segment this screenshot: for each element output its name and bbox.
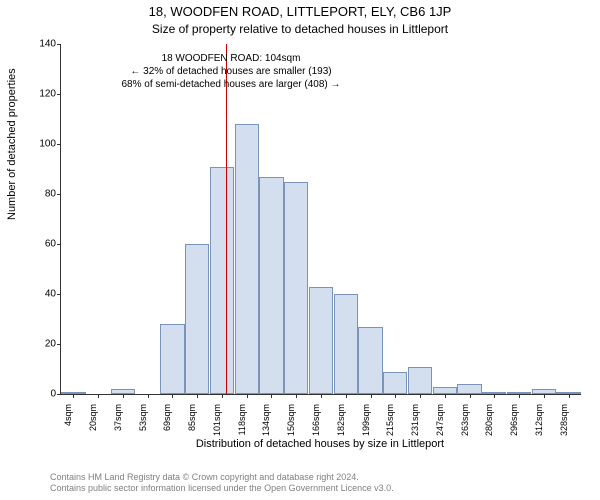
histogram-bar (358, 327, 382, 395)
chart-title-main: 18, WOODFEN ROAD, LITTLEPORT, ELY, CB6 1… (0, 4, 600, 19)
footer-attribution: Contains HM Land Registry data © Crown c… (50, 472, 394, 494)
y-tick-mark (57, 344, 61, 345)
x-tick-label: 20sqm (88, 404, 98, 444)
x-tick-label: 118sqm (237, 404, 247, 444)
x-tick-label: 53sqm (138, 404, 148, 444)
histogram-bar (185, 244, 209, 394)
x-tick-label: 199sqm (361, 404, 371, 444)
x-tick-mark (271, 394, 272, 398)
footer-line-2: Contains public sector information licen… (50, 483, 394, 494)
x-tick-mark (544, 394, 545, 398)
x-tick-mark (296, 394, 297, 398)
histogram-bar (284, 182, 308, 395)
x-tick-label: 280sqm (484, 404, 494, 444)
x-tick-label: 134sqm (261, 404, 271, 444)
x-tick-mark (148, 394, 149, 398)
histogram-bar (259, 177, 283, 395)
y-tick-label: 0 (26, 389, 56, 400)
x-tick-label: 101sqm (212, 404, 222, 444)
histogram-bar (457, 384, 481, 394)
chart-title-sub: Size of property relative to detached ho… (0, 22, 600, 36)
y-tick-label: 80 (26, 189, 56, 200)
annotation-line: ← 32% of detached houses are smaller (19… (101, 65, 361, 78)
footer-line-1: Contains HM Land Registry data © Crown c… (50, 472, 394, 483)
x-tick-mark (98, 394, 99, 398)
annotation-line: 18 WOODFEN ROAD: 104sqm (101, 52, 361, 65)
plot-area: 18 WOODFEN ROAD: 104sqm← 32% of detached… (60, 44, 581, 395)
x-tick-label: 150sqm (286, 404, 296, 444)
x-tick-label: 312sqm (534, 404, 544, 444)
x-tick-mark (445, 394, 446, 398)
x-tick-mark (519, 394, 520, 398)
y-tick-label: 100 (26, 139, 56, 150)
x-tick-mark (73, 394, 74, 398)
x-tick-label: 4sqm (63, 404, 73, 444)
x-tick-label: 69sqm (162, 404, 172, 444)
y-tick-label: 20 (26, 339, 56, 350)
y-tick-label: 60 (26, 239, 56, 250)
x-tick-label: 328sqm (559, 404, 569, 444)
x-tick-mark (371, 394, 372, 398)
annotation-box: 18 WOODFEN ROAD: 104sqm← 32% of detached… (101, 52, 361, 91)
y-tick-mark (57, 144, 61, 145)
x-tick-mark (222, 394, 223, 398)
x-tick-mark (123, 394, 124, 398)
x-tick-mark (346, 394, 347, 398)
histogram-bar (210, 167, 234, 395)
histogram-bar (160, 324, 184, 394)
y-tick-label: 140 (26, 39, 56, 50)
marker-line (226, 44, 227, 394)
x-tick-label: 182sqm (336, 404, 346, 444)
x-tick-label: 215sqm (385, 404, 395, 444)
x-tick-mark (420, 394, 421, 398)
x-tick-mark (247, 394, 248, 398)
y-tick-mark (57, 294, 61, 295)
histogram-bar (408, 367, 432, 395)
histogram-bar (433, 387, 457, 395)
x-tick-mark (569, 394, 570, 398)
chart-container: 18, WOODFEN ROAD, LITTLEPORT, ELY, CB6 1… (0, 0, 600, 500)
y-tick-mark (57, 394, 61, 395)
x-tick-label: 37sqm (113, 404, 123, 444)
x-tick-mark (321, 394, 322, 398)
y-tick-mark (57, 244, 61, 245)
x-tick-label: 296sqm (509, 404, 519, 444)
annotation-line: 68% of semi-detached houses are larger (… (101, 78, 361, 91)
x-tick-mark (494, 394, 495, 398)
histogram-bar (334, 294, 358, 394)
x-tick-mark (172, 394, 173, 398)
y-tick-mark (57, 44, 61, 45)
x-tick-mark (470, 394, 471, 398)
x-tick-mark (197, 394, 198, 398)
histogram-bar (309, 287, 333, 395)
x-tick-label: 263sqm (460, 404, 470, 444)
histogram-bar (235, 124, 259, 394)
x-tick-label: 247sqm (435, 404, 445, 444)
y-tick-mark (57, 194, 61, 195)
y-tick-label: 120 (26, 89, 56, 100)
x-tick-mark (395, 394, 396, 398)
histogram-bar (383, 372, 407, 395)
y-tick-label: 40 (26, 289, 56, 300)
x-tick-label: 85sqm (187, 404, 197, 444)
x-tick-label: 166sqm (311, 404, 321, 444)
y-axis-label: Number of detached properties (6, 68, 18, 220)
x-tick-label: 231sqm (410, 404, 420, 444)
y-tick-mark (57, 94, 61, 95)
